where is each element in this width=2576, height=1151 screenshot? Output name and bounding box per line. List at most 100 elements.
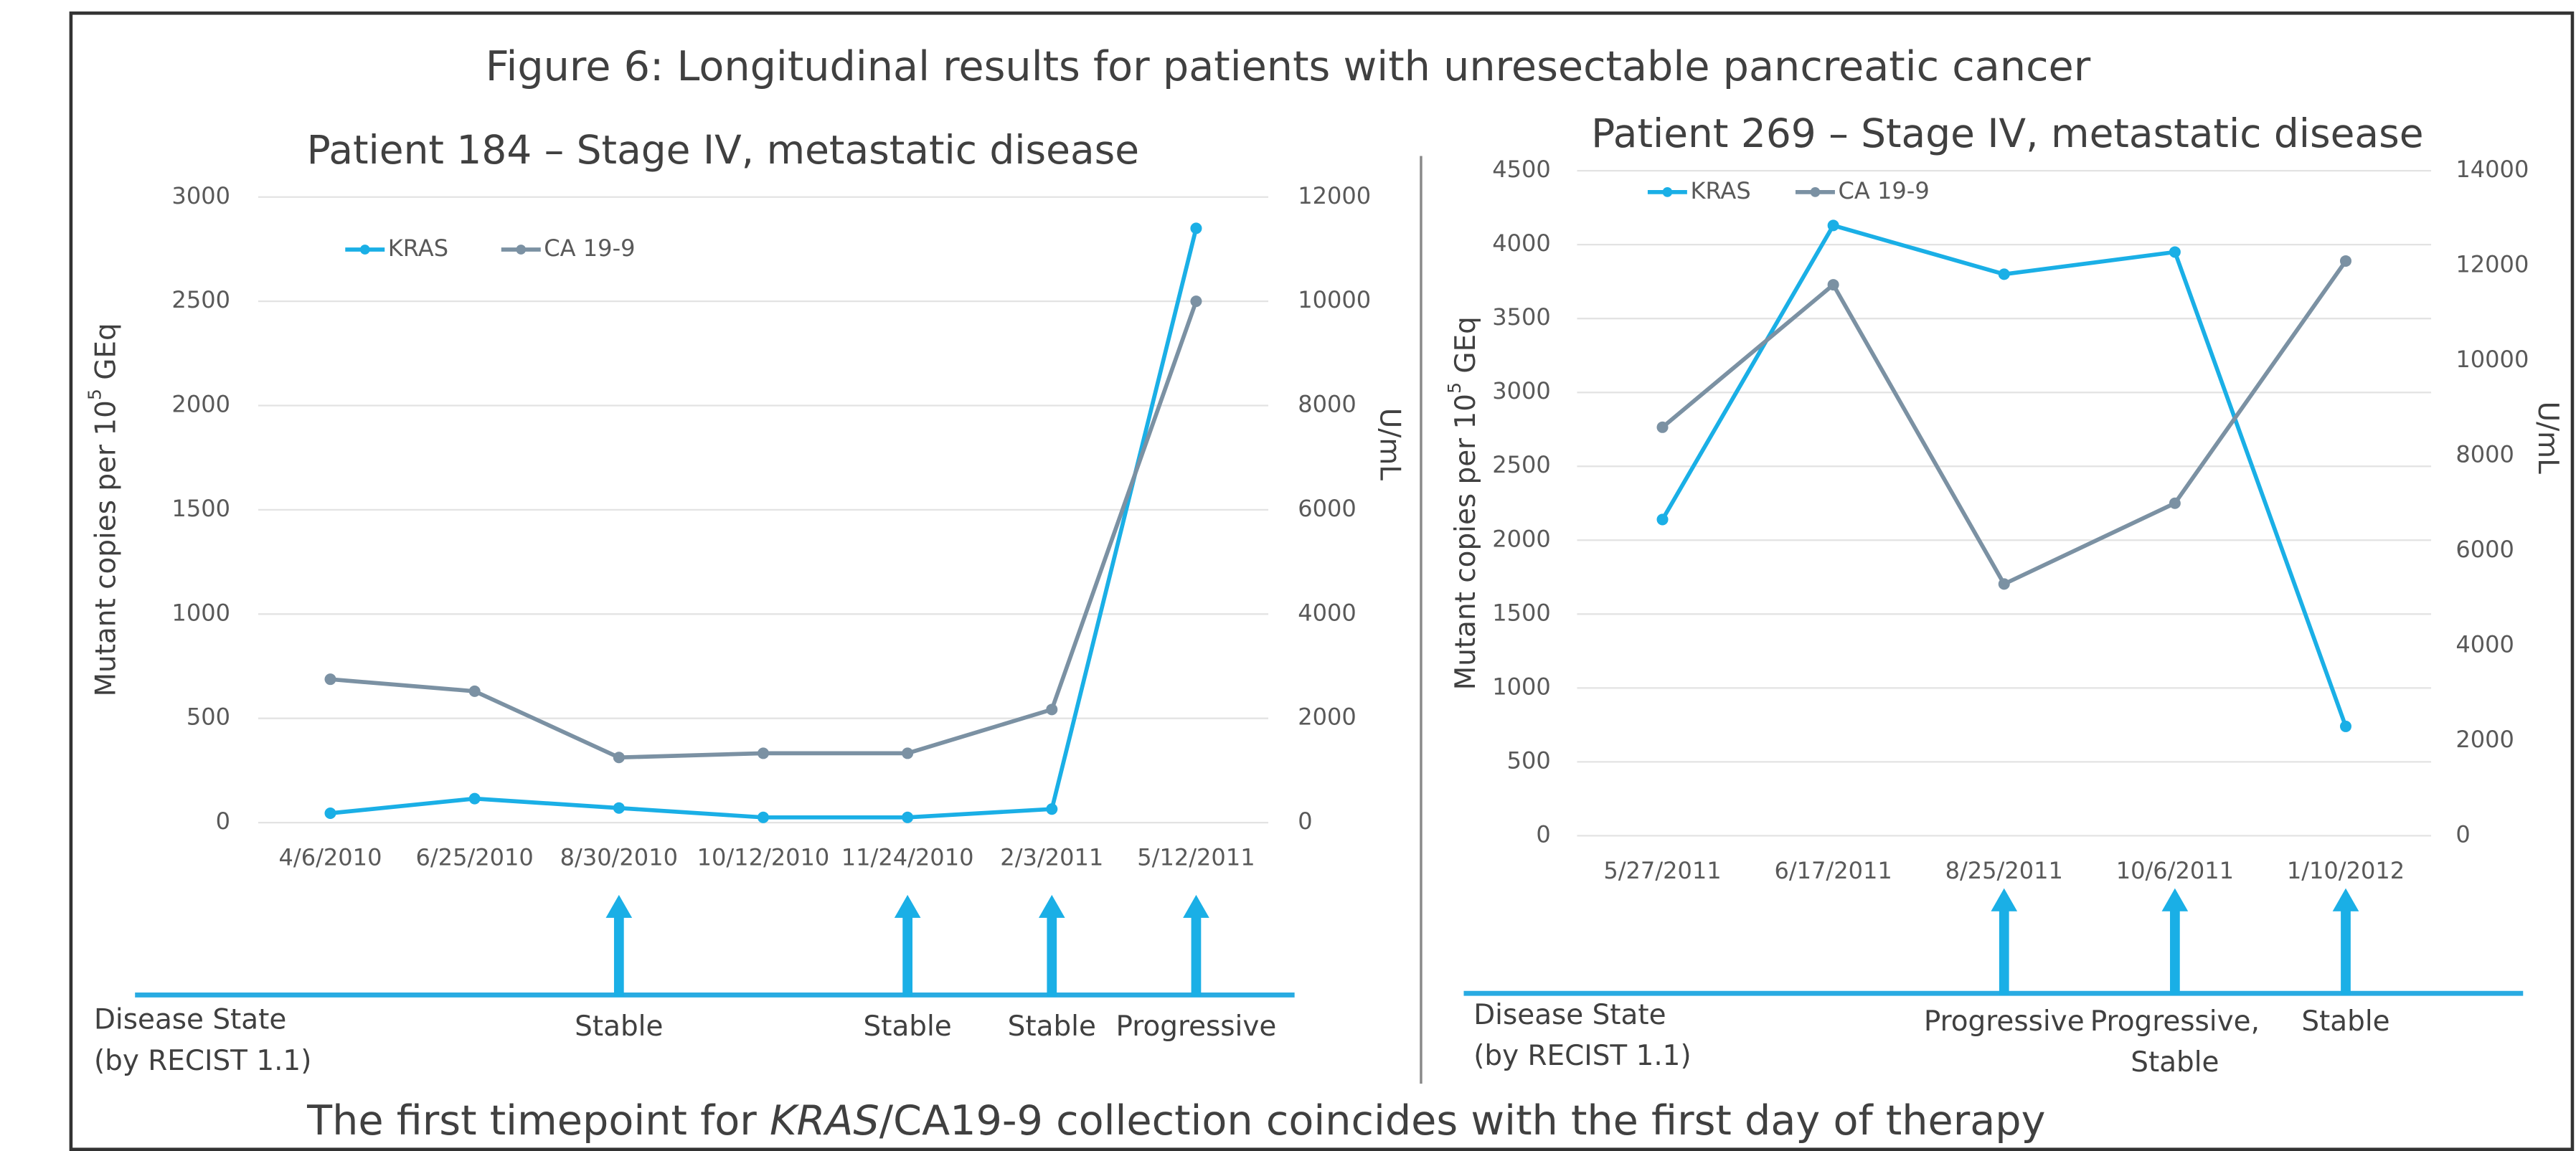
point — [902, 747, 914, 759]
point — [613, 802, 625, 814]
y-tick-label: 2000 — [171, 391, 230, 418]
y-axis-label-part: GEq — [1450, 316, 1482, 382]
y-axis-label-part: GEq — [90, 323, 122, 389]
point — [613, 752, 625, 764]
y2-tick-label: 2000 — [2455, 726, 2514, 753]
point — [1827, 219, 1839, 232]
disease-state: Stable — [864, 1010, 952, 1043]
y-tick-label: 1500 — [1492, 599, 1551, 626]
legend-marker — [1662, 187, 1673, 197]
arrow-head — [2332, 888, 2359, 911]
x-tick-label: 4/6/2010 — [279, 843, 382, 871]
y2-tick-label: 10000 — [2455, 346, 2529, 373]
arrow-head — [1183, 894, 1209, 918]
point — [468, 685, 481, 697]
x-tick-label: 10/12/2010 — [697, 843, 830, 871]
point — [1190, 295, 1202, 308]
chart-title: Patient 269 – Stage IV, metastatic disea… — [1591, 110, 2423, 156]
y2-tick-label: 0 — [2455, 820, 2470, 848]
point — [902, 811, 914, 823]
x-tick-label: 8/25/2011 — [1945, 857, 2063, 884]
y2-tick-label: 0 — [1298, 807, 1312, 835]
legend-label: CA 19-9 — [1839, 177, 1930, 204]
arrow-head — [605, 894, 633, 918]
disease-state-label: Disease State — [1473, 999, 1666, 1031]
disease-state-label: Disease State — [94, 1004, 286, 1036]
disease-state-label: (by RECIST 1.1) — [1473, 1040, 1691, 1072]
y2-tick-label: 8000 — [1298, 391, 1357, 418]
y2-axis-label: U/mL — [1374, 408, 1406, 480]
y-tick-label: 4000 — [1492, 229, 1551, 257]
point — [1656, 513, 1669, 526]
y-tick-label: 4500 — [1492, 156, 1551, 183]
y2-tick-label: 6000 — [1298, 495, 1357, 522]
y-axis-label: Mutant copies per 105 GEq — [84, 323, 122, 696]
x-tick-label: 5/12/2011 — [1137, 843, 1255, 871]
y-axis-label: Mutant copies per 105 GEq — [1444, 316, 1482, 690]
arrow-head — [894, 894, 921, 918]
legend-label: KRAS — [388, 235, 448, 262]
y-tick-label: 2500 — [1492, 451, 1551, 478]
x-tick-label: 10/6/2011 — [2116, 857, 2234, 884]
footnote-part: The first timepoint for — [306, 1097, 770, 1145]
y-tick-label: 2500 — [171, 286, 230, 313]
x-tick-label: 8/30/2010 — [560, 843, 678, 871]
y2-tick-label: 12000 — [2455, 251, 2529, 278]
point — [2169, 497, 2181, 509]
disease-state: Progressive — [1116, 1010, 1277, 1043]
frame — [69, 11, 2575, 1151]
y-axis-label-part: 5 — [84, 389, 105, 400]
point — [2339, 255, 2352, 267]
x-tick-label: 6/17/2011 — [1774, 857, 1892, 884]
y-tick-label: 2000 — [1492, 525, 1551, 552]
disease-state: Stable — [1008, 1010, 1096, 1043]
arrow-head — [1991, 888, 2018, 911]
y2-tick-label: 2000 — [1298, 704, 1357, 731]
y2-tick-label: 12000 — [1298, 182, 1371, 209]
legend-label: CA 19-9 — [544, 235, 635, 262]
y2-tick-label: 8000 — [2455, 441, 2514, 468]
y-axis-label-part: 5 — [1444, 382, 1465, 394]
y-axis-label-part: Mutant copies per 10 — [90, 400, 122, 696]
disease-state: Progressive, — [2090, 1005, 2260, 1038]
x-tick-label: 6/25/2010 — [416, 843, 534, 871]
y-tick-label: 3000 — [171, 182, 230, 209]
point — [1046, 803, 1058, 815]
y-tick-label: 0 — [1536, 820, 1550, 848]
legend-marker — [516, 245, 527, 255]
y-tick-label: 500 — [187, 704, 230, 731]
y2-tick-label: 6000 — [2455, 536, 2514, 563]
footnote-part: KRAS — [770, 1097, 879, 1145]
figure-title: Figure 6: Longitudinal results for patie… — [486, 43, 2091, 90]
point — [1998, 268, 2010, 280]
point — [757, 811, 769, 823]
point — [324, 673, 336, 686]
chart-title: Patient 184 – Stage IV, metastatic disea… — [307, 127, 1139, 173]
y-tick-label: 1000 — [1492, 673, 1551, 700]
footnote-part: /CA19-9 collection coincides with the fi… — [879, 1097, 2046, 1145]
y-tick-label: 0 — [216, 807, 230, 835]
disease-state-label: (by RECIST 1.1) — [94, 1045, 311, 1077]
x-tick-label: 2/3/2011 — [1000, 843, 1103, 871]
y-tick-label: 1000 — [171, 599, 230, 626]
point — [1046, 704, 1058, 716]
y-axis-label-part: Mutant copies per 10 — [1450, 394, 1482, 690]
point — [1190, 222, 1202, 235]
point — [2339, 720, 2352, 732]
x-tick-label: 5/27/2011 — [1603, 857, 1721, 884]
y2-axis-label: U/mL — [2532, 402, 2564, 474]
disease-state: Stable — [575, 1010, 663, 1043]
y2-tick-label: 4000 — [1298, 599, 1357, 626]
point — [324, 807, 336, 820]
arrow-head — [2161, 888, 2189, 911]
y2-tick-label: 4000 — [2455, 630, 2514, 658]
point — [1827, 279, 1839, 291]
point — [1656, 421, 1669, 433]
x-tick-label: 11/24/2010 — [841, 843, 974, 871]
x-tick-label: 1/10/2012 — [2287, 857, 2405, 884]
point — [757, 747, 769, 759]
disease-state: Stable — [2301, 1005, 2389, 1038]
y-tick-label: 3500 — [1492, 303, 1551, 331]
legend-label: KRAS — [1690, 177, 1750, 204]
